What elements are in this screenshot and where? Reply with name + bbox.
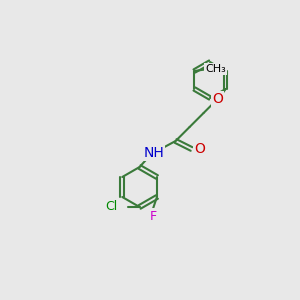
Text: NH: NH	[143, 146, 164, 160]
Text: F: F	[149, 209, 157, 223]
Text: O: O	[194, 142, 205, 156]
Text: O: O	[212, 92, 223, 106]
Text: CH₃: CH₃	[205, 64, 226, 74]
Text: Cl: Cl	[105, 200, 118, 214]
